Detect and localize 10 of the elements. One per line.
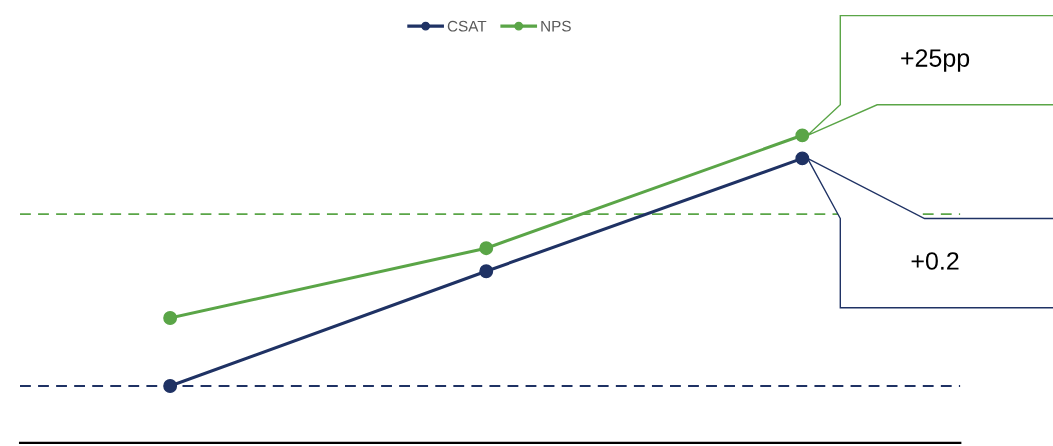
point — [795, 128, 810, 143]
legend-label: CSAT — [447, 20, 487, 32]
annotation: +0.2 — [911, 252, 959, 270]
point — [479, 241, 494, 256]
point — [795, 151, 810, 166]
point — [479, 264, 494, 279]
point — [163, 379, 178, 393]
text: +25pp — [901, 49, 970, 72]
legend-label: NPS — [541, 20, 571, 32]
point — [163, 311, 178, 325]
